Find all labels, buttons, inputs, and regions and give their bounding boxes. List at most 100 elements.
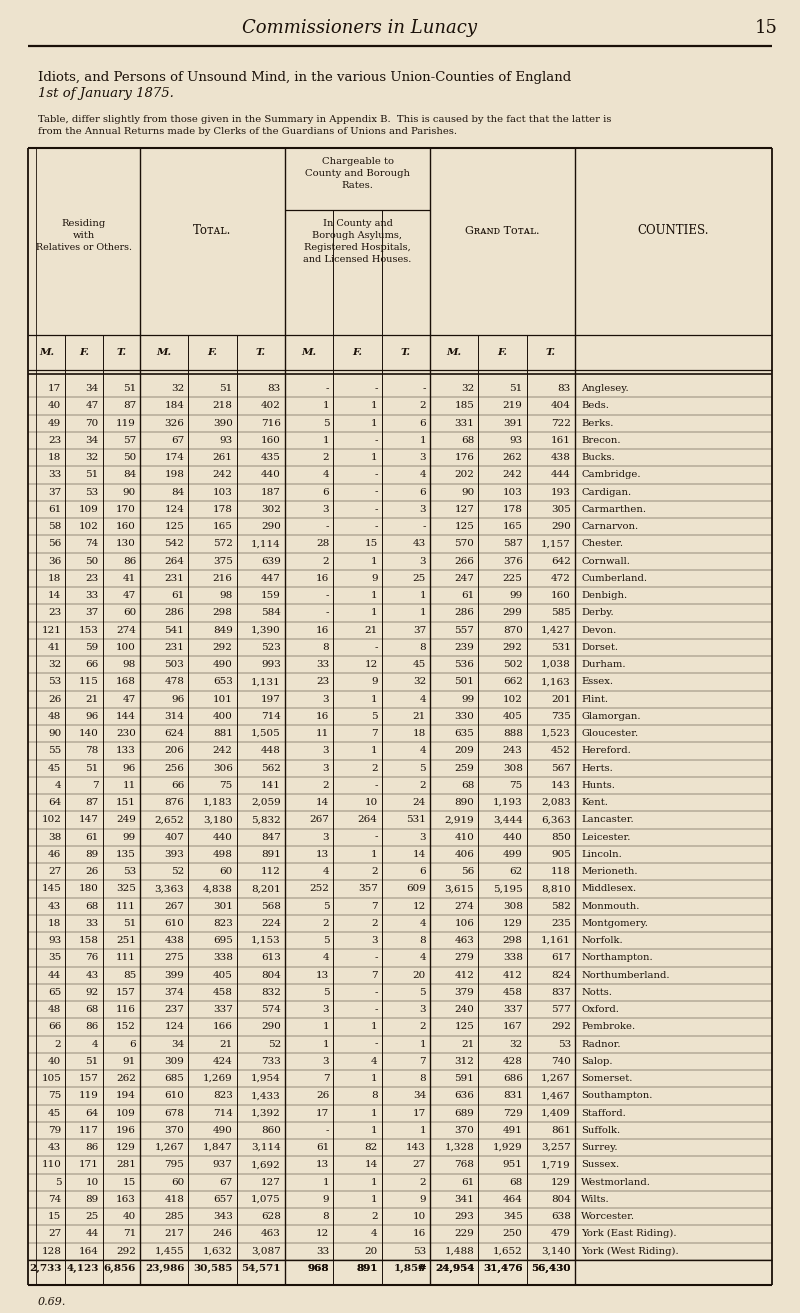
Text: 428: 428 (502, 1057, 522, 1066)
Text: 1,409: 1,409 (542, 1108, 571, 1117)
Text: 9: 9 (322, 1195, 330, 1204)
Text: 876: 876 (165, 798, 184, 807)
Text: Cardigan.: Cardigan. (581, 487, 631, 496)
Text: 37: 37 (48, 487, 62, 496)
Text: 824: 824 (551, 970, 571, 979)
Text: 202: 202 (454, 470, 474, 479)
Text: 331: 331 (454, 419, 474, 428)
Text: 4: 4 (419, 470, 426, 479)
Text: 404: 404 (551, 402, 571, 411)
Text: 219: 219 (502, 402, 522, 411)
Text: -: - (374, 1040, 378, 1049)
Text: 44: 44 (86, 1229, 98, 1238)
Text: 32: 32 (86, 453, 98, 462)
Text: 62: 62 (510, 867, 522, 876)
Text: 201: 201 (551, 695, 571, 704)
Text: 0.69.: 0.69. (38, 1297, 66, 1306)
Text: 463: 463 (454, 936, 474, 945)
Text: 3: 3 (322, 764, 330, 772)
Text: 218: 218 (213, 402, 233, 411)
Text: 185: 185 (454, 402, 474, 411)
Text: 60: 60 (171, 1178, 184, 1187)
Text: 28: 28 (316, 540, 330, 549)
Text: 490: 490 (213, 1125, 233, 1134)
Text: -: - (374, 781, 378, 790)
Text: 93: 93 (48, 936, 62, 945)
Text: 13: 13 (316, 850, 330, 859)
Text: 1,075: 1,075 (251, 1195, 281, 1204)
Text: Salop.: Salop. (581, 1057, 613, 1066)
Text: -: - (374, 523, 378, 532)
Text: 968: 968 (308, 1264, 330, 1272)
Text: 174: 174 (165, 453, 184, 462)
Text: Tᴏᴛᴀʟ.: Tᴏᴛᴀʟ. (194, 225, 232, 238)
Text: 412: 412 (454, 970, 474, 979)
Text: 242: 242 (213, 746, 233, 755)
Text: 18: 18 (413, 729, 426, 738)
Text: 163: 163 (116, 1195, 136, 1204)
Text: 180: 180 (78, 885, 98, 893)
Text: 34: 34 (171, 1040, 184, 1049)
Text: 2: 2 (371, 919, 378, 928)
Text: 103: 103 (213, 487, 233, 496)
Text: Oxford.: Oxford. (581, 1006, 619, 1014)
Text: 5: 5 (54, 1178, 62, 1187)
Text: 5: 5 (322, 987, 330, 997)
Text: Cornwall.: Cornwall. (581, 557, 630, 566)
Text: 4: 4 (419, 953, 426, 962)
Text: Lincoln.: Lincoln. (581, 850, 622, 859)
Text: 1,652: 1,652 (493, 1246, 522, 1255)
Text: 393: 393 (165, 850, 184, 859)
Text: 109: 109 (78, 506, 98, 513)
Text: 10: 10 (365, 798, 378, 807)
Text: 1,632: 1,632 (203, 1246, 233, 1255)
Text: 171: 171 (78, 1161, 98, 1170)
Text: 541: 541 (165, 625, 184, 634)
Text: 86: 86 (122, 557, 136, 566)
Text: Durham.: Durham. (581, 660, 626, 670)
Text: 438: 438 (165, 936, 184, 945)
Text: 93: 93 (510, 436, 522, 445)
Text: 147: 147 (78, 815, 98, 825)
Text: 160: 160 (551, 591, 571, 600)
Text: 302: 302 (261, 506, 281, 513)
Text: 452: 452 (551, 746, 571, 755)
Text: 714: 714 (213, 1108, 233, 1117)
Text: 308: 308 (502, 902, 522, 911)
Text: 6,856: 6,856 (104, 1264, 136, 1272)
Text: 458: 458 (502, 987, 522, 997)
Text: 6: 6 (130, 1040, 136, 1049)
Text: 61: 61 (316, 1144, 330, 1152)
Text: 685: 685 (165, 1074, 184, 1083)
Text: 292: 292 (502, 643, 522, 651)
Text: Cumberland.: Cumberland. (581, 574, 647, 583)
Text: 478: 478 (165, 678, 184, 687)
Text: Lancaster.: Lancaster. (581, 815, 634, 825)
Text: 9: 9 (419, 1195, 426, 1204)
Text: 10: 10 (86, 1178, 98, 1187)
Text: 1: 1 (371, 1178, 378, 1187)
Text: M.: M. (39, 348, 54, 357)
Text: 290: 290 (261, 523, 281, 532)
Text: 111: 111 (116, 902, 136, 911)
Text: 905: 905 (551, 850, 571, 859)
Text: 1,131: 1,131 (251, 678, 281, 687)
Text: 30,585: 30,585 (194, 1264, 233, 1272)
Text: 9: 9 (371, 574, 378, 583)
Text: 52: 52 (171, 867, 184, 876)
Text: 1,427: 1,427 (542, 625, 571, 634)
Text: 117: 117 (78, 1125, 98, 1134)
Text: 424: 424 (213, 1057, 233, 1066)
Text: Devon.: Devon. (581, 625, 616, 634)
Text: 259: 259 (454, 764, 474, 772)
Text: 153: 153 (78, 625, 98, 634)
Text: 67: 67 (219, 1178, 233, 1187)
Text: 33: 33 (316, 660, 330, 670)
Text: 11: 11 (122, 781, 136, 790)
Text: 54,571: 54,571 (242, 1264, 281, 1272)
Text: 1,267: 1,267 (542, 1074, 571, 1083)
Text: 102: 102 (78, 523, 98, 532)
Text: 1: 1 (371, 591, 378, 600)
Text: 1,193: 1,193 (493, 798, 522, 807)
Text: 1,153: 1,153 (251, 936, 281, 945)
